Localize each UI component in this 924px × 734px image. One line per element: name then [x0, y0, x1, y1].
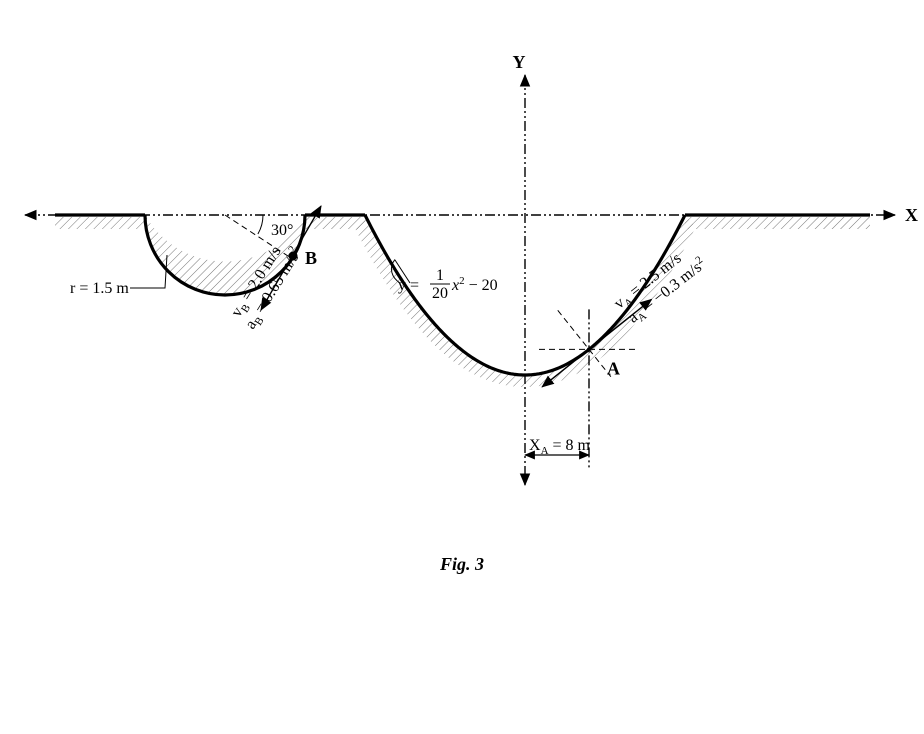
eqn-num: 1	[436, 267, 444, 284]
radius-label: r = 1.5 m	[70, 280, 129, 297]
xa-label: XA = 8 m	[529, 437, 591, 457]
angle-arc	[258, 215, 263, 234]
label-a: A	[607, 358, 620, 378]
figure-caption: Fig. 3	[439, 554, 484, 574]
angle-label: 30°	[271, 222, 293, 239]
label-b: B	[305, 248, 317, 268]
ground-hatch	[55, 217, 145, 229]
eqn-tail: x2 − 20	[451, 275, 498, 294]
eqn-den: 20	[432, 285, 448, 302]
tangent-a-arrow	[542, 299, 651, 386]
parabola-equation: y =	[398, 277, 419, 294]
x-axis-label: X	[905, 205, 918, 225]
y-axis-label: Y	[513, 52, 526, 72]
ground-hatch	[685, 217, 870, 229]
